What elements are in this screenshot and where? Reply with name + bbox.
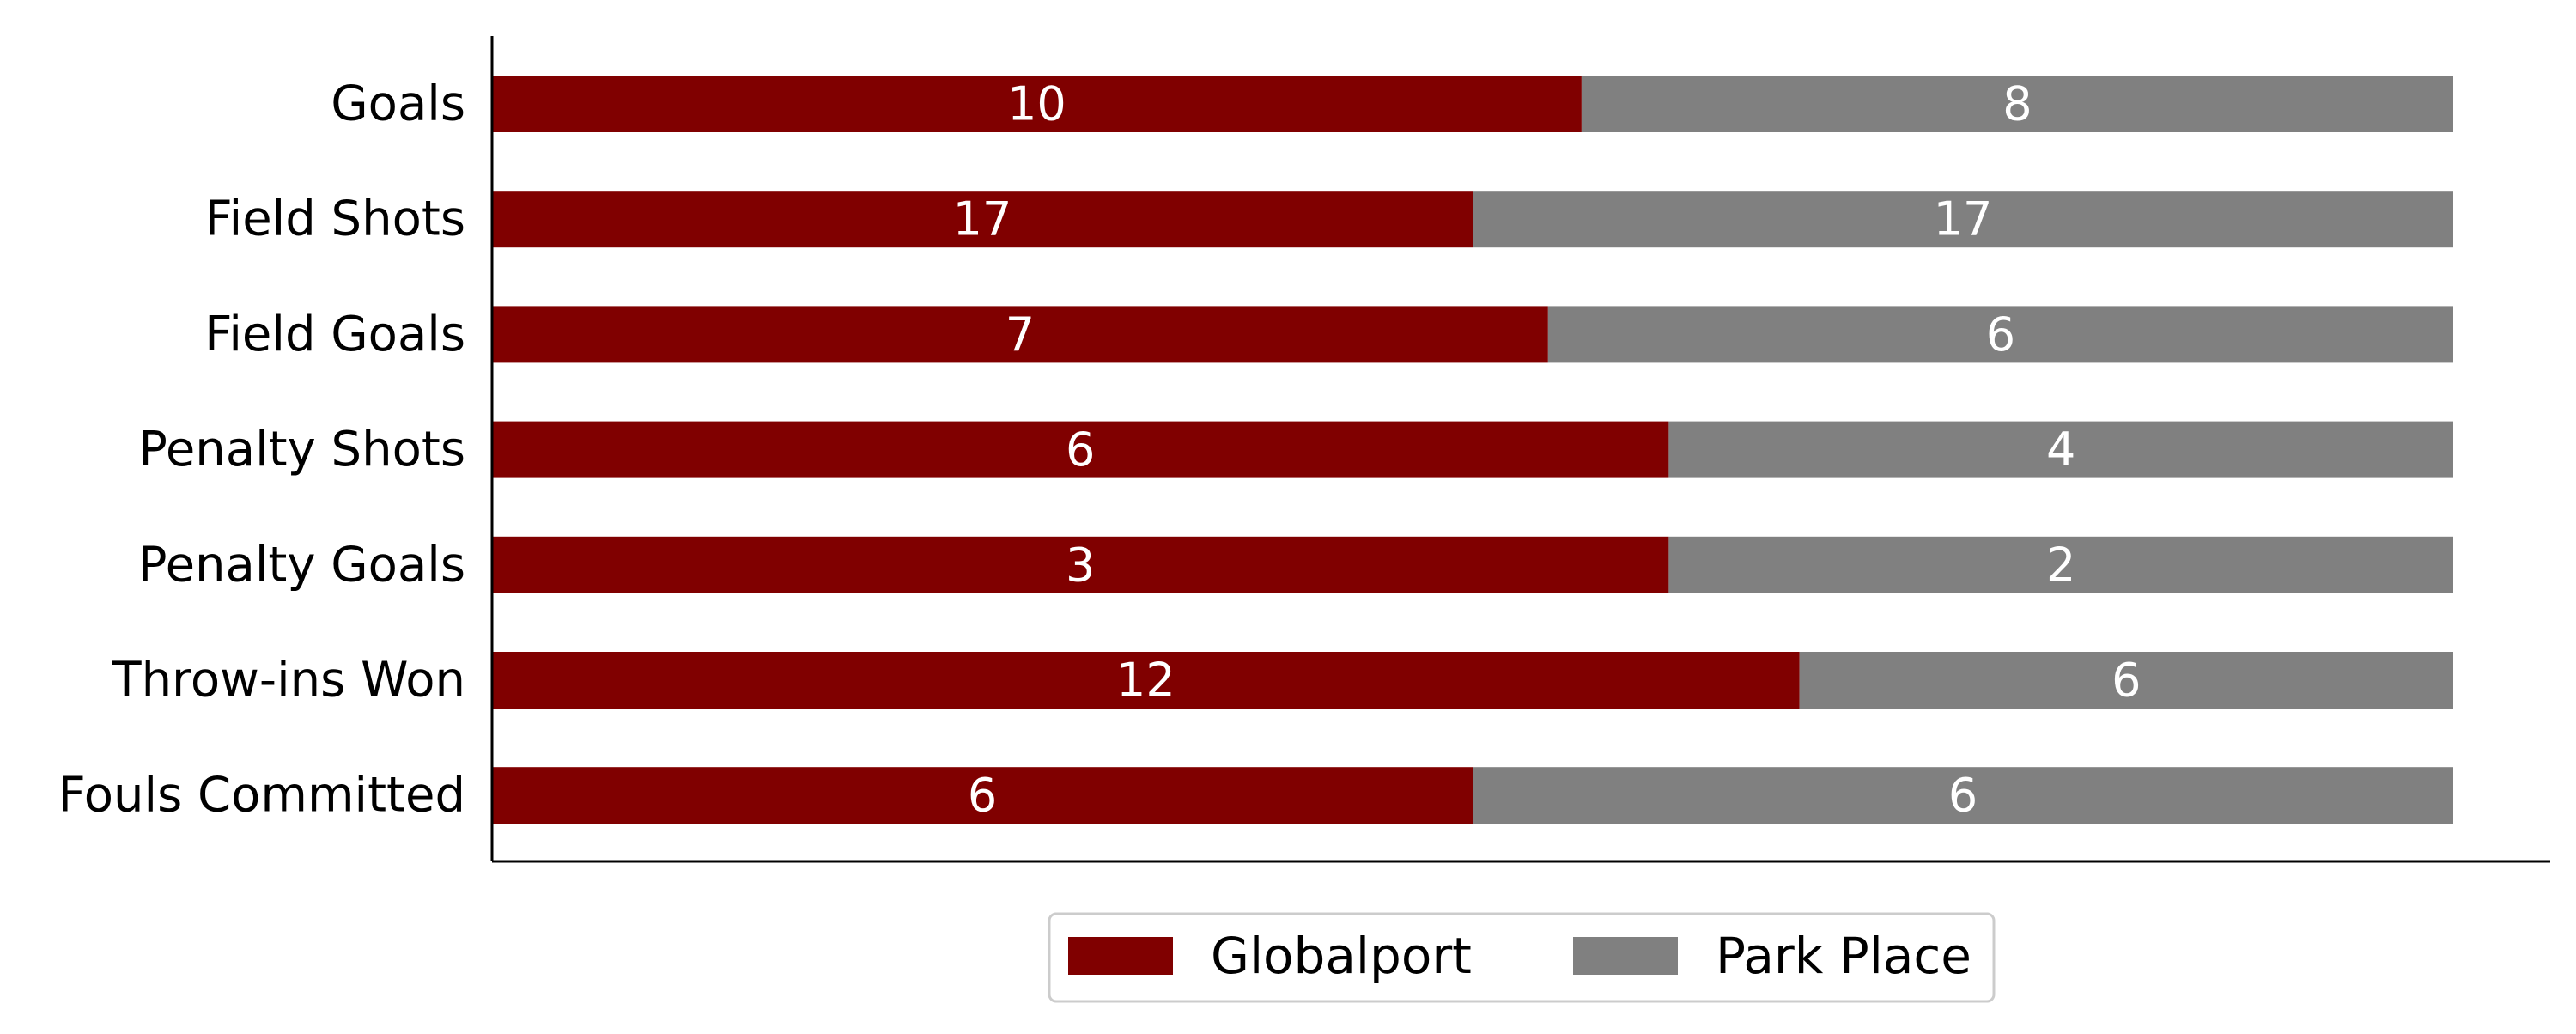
bar-globalport-field-shots <box>492 191 1473 248</box>
legend: Globalport Park Place <box>1048 912 1996 1003</box>
category-label-fouls-committed: Fouls Committed <box>58 768 465 824</box>
category-label-field-shots: Field Shots <box>205 192 466 247</box>
value-label-park-place-penalty-shots: 4 <box>2046 423 2075 477</box>
value-label-park-place-goals: 8 <box>2002 77 2032 131</box>
category-labels-layer: Goals Field Shots Field Goals Penalty Shots… <box>58 76 465 824</box>
bars-layer <box>492 76 2453 824</box>
value-label-park-place-field-goals: 6 <box>1986 307 2015 362</box>
bar-globalport-field-goals <box>492 306 1548 363</box>
value-labels-layer: 10 8 17 17 7 6 6 4 3 2 12 6 6 6 <box>953 77 2142 823</box>
bar-park-place-fouls-committed <box>1473 767 2453 824</box>
value-label-park-place-penalty-goals: 2 <box>2046 538 2075 592</box>
bar-park-place-field-shots <box>1473 191 2453 248</box>
legend-swatch-globalport <box>1068 937 1173 975</box>
value-label-park-place-fouls-committed: 6 <box>1948 769 1978 823</box>
bar-park-place-penalty-goals <box>1668 536 2453 593</box>
legend-label-globalport: Globalport <box>1211 927 1472 985</box>
category-label-throw-ins-won: Throw-ins Won <box>111 653 465 709</box>
value-label-globalport-fouls-committed: 6 <box>968 769 997 823</box>
value-label-globalport-penalty-shots: 6 <box>1066 423 1095 477</box>
category-label-penalty-goals: Penalty Goals <box>138 537 465 593</box>
value-label-globalport-field-shots: 17 <box>953 192 1012 246</box>
bar-park-place-throw-ins-won <box>1799 652 2453 709</box>
legend-label-park-place: Park Place <box>1716 927 1971 985</box>
category-label-goals: Goals <box>331 76 465 132</box>
category-label-field-goals: Field Goals <box>204 307 465 362</box>
value-label-globalport-field-goals: 7 <box>1005 307 1035 362</box>
bar-globalport-throw-ins-won <box>492 652 1800 709</box>
value-label-globalport-goals: 10 <box>1007 77 1066 131</box>
bar-park-place-goals <box>1581 76 2453 132</box>
bar-globalport-penalty-goals <box>492 536 1669 593</box>
category-label-penalty-shots: Penalty Shots <box>138 422 465 477</box>
legend-frame <box>1048 912 1996 1003</box>
value-label-park-place-throw-ins-won: 6 <box>2111 654 2141 708</box>
legend-swatch-park-place <box>1573 937 1678 975</box>
bar-globalport-penalty-shots <box>492 421 1669 478</box>
bar-park-place-field-goals <box>1547 306 2453 363</box>
value-label-globalport-penalty-goals: 3 <box>1066 538 1095 592</box>
bar-park-place-penalty-shots <box>1668 421 2453 478</box>
bar-globalport-goals <box>492 76 1582 132</box>
bar-globalport-fouls-committed <box>492 767 1473 824</box>
value-label-park-place-field-shots: 17 <box>1934 192 1993 246</box>
value-label-globalport-throw-ins-won: 12 <box>1116 654 1176 708</box>
